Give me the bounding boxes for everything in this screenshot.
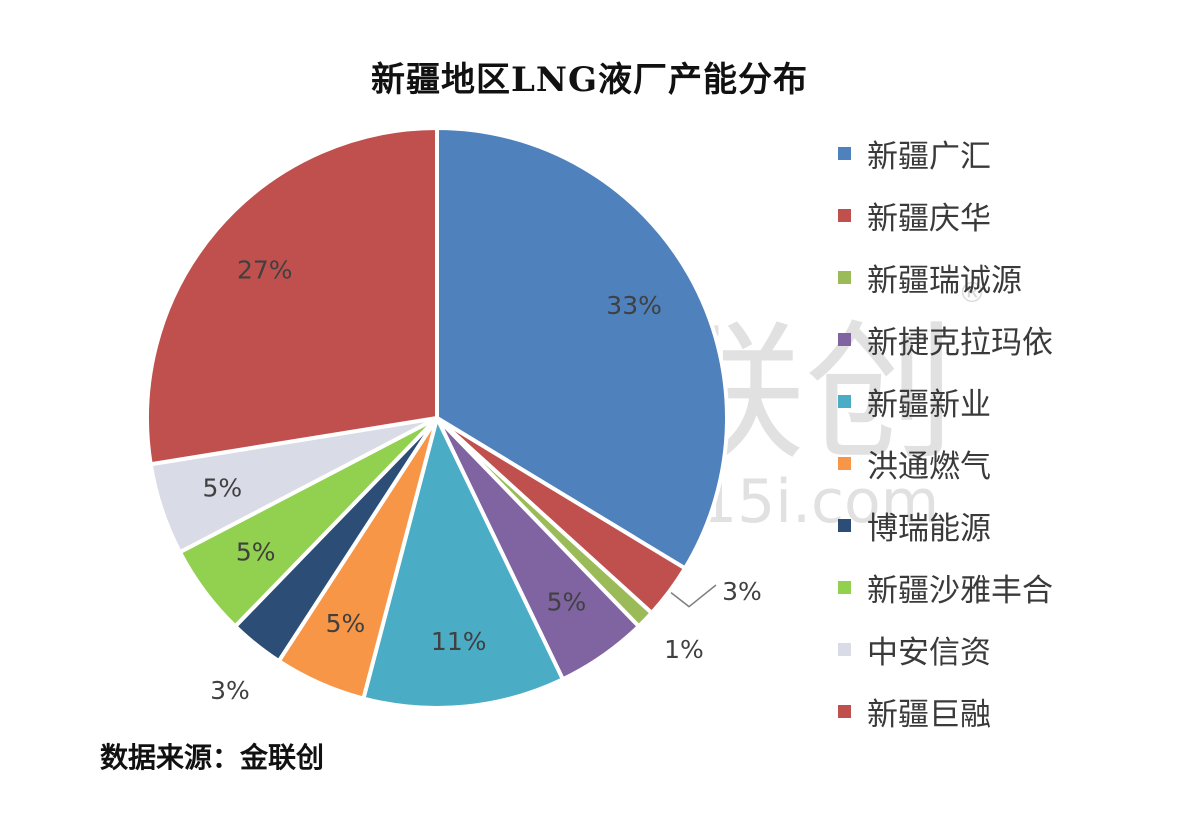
- data-label-4: 5%: [547, 588, 587, 617]
- watermark-registered-mark: ®: [958, 276, 986, 309]
- legend: 新疆广汇新疆庆华新疆瑞诚源新捷克拉玛依 新疆新业洪通燃气博瑞能源新疆沙雅丰合 中安信…: [838, 122, 1168, 742]
- legend-swatch: [838, 146, 851, 160]
- data-labels: 33% 3% 1% 5% 11% 5% 3% 5% 5% 27%: [202, 255, 761, 705]
- legend-label: 新疆沙雅丰合: [867, 572, 1053, 609]
- data-label-7: 3%: [210, 676, 250, 705]
- legend-swatch: [838, 394, 851, 408]
- legend-item: 新疆广汇: [838, 122, 1168, 184]
- legend-swatch: [838, 208, 851, 222]
- legend-swatch: [838, 704, 851, 718]
- legend-item: 中安信资: [838, 618, 1168, 680]
- data-label-3: 1%: [664, 635, 704, 664]
- legend-item: 博瑞能源: [838, 494, 1168, 556]
- legend-swatch: [838, 518, 851, 532]
- legend-item: 新疆沙雅丰合: [838, 556, 1168, 618]
- legend-swatch: [838, 332, 851, 346]
- legend-item: 新疆新业: [838, 370, 1168, 432]
- chart-title: 新疆地区LNG液厂产能分布: [370, 60, 809, 100]
- legend-label: 博瑞能源: [867, 510, 991, 547]
- data-label-2: 3%: [722, 577, 762, 606]
- pie-slices: [145, 126, 729, 710]
- label-leader-lines: [670, 584, 717, 608]
- legend-label: 新疆庆华: [867, 200, 991, 237]
- data-label-5: 11%: [431, 627, 487, 656]
- data-label-1: 33%: [606, 291, 662, 320]
- data-label-10: 27%: [237, 255, 293, 284]
- legend-label: 中安信资: [867, 634, 991, 671]
- data-label-8: 5%: [236, 537, 276, 566]
- legend-item: 新疆巨融: [838, 680, 1168, 742]
- legend-label: 新疆广汇: [867, 138, 991, 175]
- legend-swatch: [838, 642, 851, 656]
- legend-label: 新疆瑞诚源: [867, 262, 1022, 299]
- source-note: 数据来源：金联创: [100, 741, 325, 774]
- pie-slice-10: [145, 126, 439, 467]
- leader-line-2: [670, 584, 717, 608]
- pie-slice-1: [435, 126, 729, 571]
- legend-item: 新疆瑞诚源: [838, 246, 1168, 308]
- legend-label: 新疆巨融: [867, 696, 991, 733]
- legend-item: 洪通燃气: [838, 432, 1168, 494]
- legend-label: 新捷克拉玛依: [867, 324, 1053, 361]
- legend-item: 新捷克拉玛依: [838, 308, 1168, 370]
- legend-item: 新疆庆华: [838, 184, 1168, 246]
- legend-label: 洪通燃气: [867, 448, 991, 485]
- data-label-9: 5%: [202, 473, 242, 502]
- legend-label: 新疆新业: [867, 386, 991, 423]
- pie-slice-5: [361, 416, 565, 710]
- legend-swatch: [838, 580, 851, 594]
- legend-swatch: [838, 456, 851, 470]
- legend-swatch: [838, 270, 851, 284]
- data-label-6: 5%: [326, 609, 366, 638]
